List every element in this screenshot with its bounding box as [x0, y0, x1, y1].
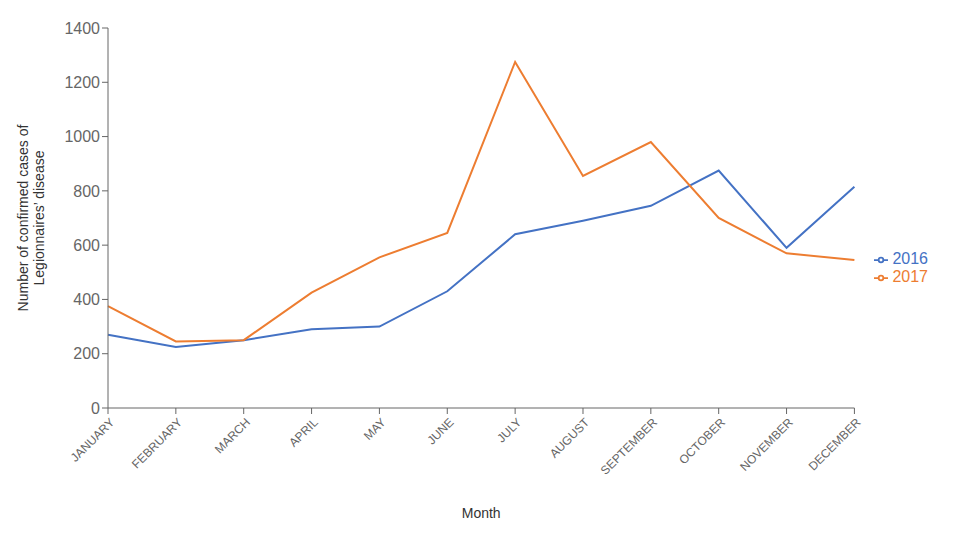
svg-text:MARCH: MARCH	[212, 415, 253, 456]
svg-text:200: 200	[73, 345, 100, 362]
svg-text:400: 400	[73, 291, 100, 308]
svg-text:OCTOBER: OCTOBER	[676, 415, 728, 467]
svg-text:MAY: MAY	[361, 415, 389, 443]
svg-text:Month: Month	[462, 505, 501, 521]
svg-text:DECEMBER: DECEMBER	[806, 415, 864, 473]
svg-text:0: 0	[91, 400, 100, 417]
svg-text:1000: 1000	[64, 128, 100, 145]
svg-text:SEPTEMBER: SEPTEMBER	[598, 415, 660, 477]
svg-text:JULY: JULY	[494, 415, 524, 445]
svg-text:JANUARY: JANUARY	[68, 415, 117, 464]
html-text:2016: 2016	[892, 250, 928, 267]
svg-text:1400: 1400	[64, 20, 100, 37]
svg-text:Number of confirmed cases ofLe: Number of confirmed cases ofLegionnaires…	[15, 125, 48, 312]
svg-text:1200: 1200	[64, 74, 100, 91]
svg-text:FEBRUARY: FEBRUARY	[129, 415, 185, 471]
svg-text:600: 600	[73, 237, 100, 254]
svg-text:AUGUST: AUGUST	[547, 415, 593, 461]
svg-text:NOVEMBER: NOVEMBER	[737, 415, 796, 474]
html-text:2017: 2017	[892, 268, 928, 285]
svg-text:APRIL: APRIL	[286, 415, 321, 450]
svg-text:800: 800	[73, 183, 100, 200]
svg-text:JUNE: JUNE	[424, 415, 456, 447]
